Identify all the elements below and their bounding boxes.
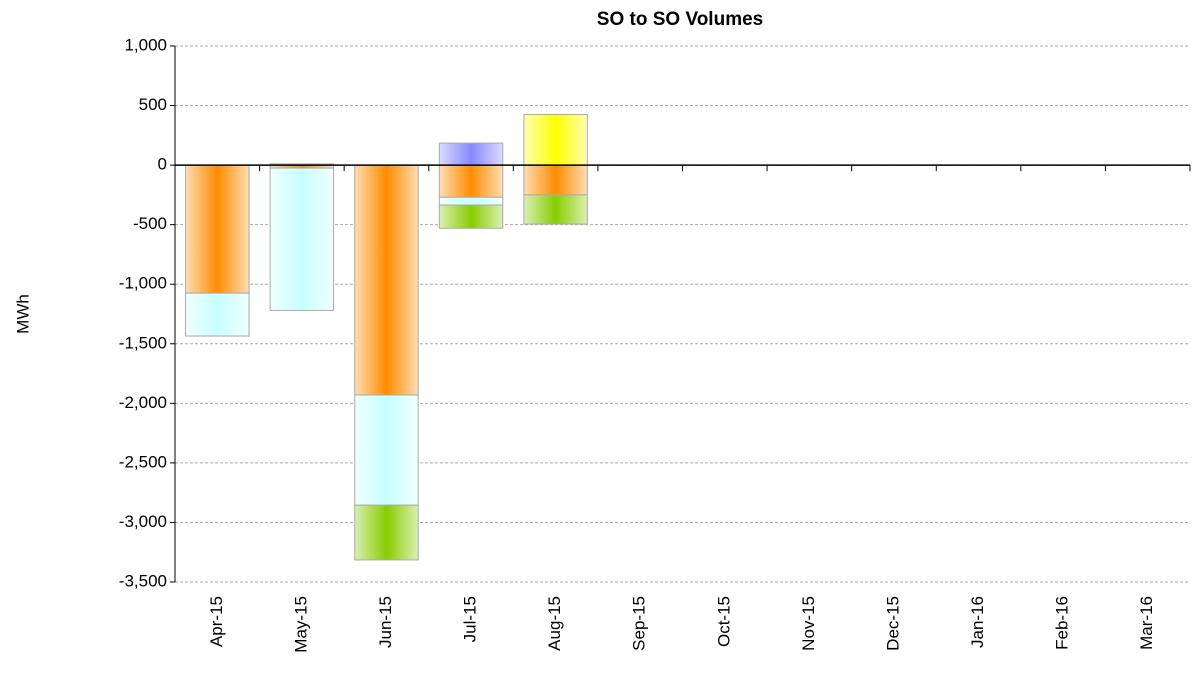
- x-tick-label: Dec-15: [883, 596, 902, 651]
- y-tick-label: -500: [133, 214, 167, 233]
- bar: [523, 194, 588, 225]
- bar: [438, 196, 504, 206]
- x-tick-label: Sep-15: [630, 596, 649, 651]
- x-tick-label: Aug-15: [545, 596, 564, 651]
- y-axis-label: MWh: [13, 294, 32, 334]
- y-tick-label: -1,500: [119, 333, 167, 352]
- y-tick-label: -3,000: [119, 512, 167, 531]
- x-tick-label: Jun-15: [376, 596, 395, 648]
- y-tick-label: 0: [158, 155, 167, 174]
- x-tick-label: Nov-15: [799, 596, 818, 651]
- bar: [438, 204, 504, 229]
- bar: [269, 167, 335, 311]
- bar: [354, 394, 419, 506]
- y-tick-label: -2,500: [119, 452, 167, 471]
- x-tick-label: Apr-15: [207, 596, 226, 647]
- x-tick-label: Oct-15: [714, 596, 733, 647]
- y-tick-label: -2,000: [119, 393, 167, 412]
- bar: [523, 164, 588, 196]
- y-tick-label: -3,500: [119, 571, 167, 590]
- x-tick-label: Feb-16: [1053, 596, 1072, 650]
- bar: [438, 164, 504, 198]
- y-tick-label: 1,000: [124, 35, 167, 54]
- chart-title: SO to SO Volumes: [597, 9, 763, 30]
- bar: [438, 142, 504, 166]
- bar: [354, 504, 419, 561]
- bar: [185, 164, 250, 294]
- x-tick-label: May-15: [291, 596, 310, 653]
- x-tick-label: Jan-16: [968, 596, 987, 648]
- bar: [185, 292, 250, 337]
- y-tick-label: 500: [139, 95, 167, 114]
- bar: [523, 113, 588, 166]
- x-tick-label: Mar-16: [1137, 596, 1156, 650]
- y-tick-label: -1,000: [119, 274, 167, 293]
- bar: [354, 164, 419, 396]
- x-tick-label: Jul-15: [461, 596, 480, 642]
